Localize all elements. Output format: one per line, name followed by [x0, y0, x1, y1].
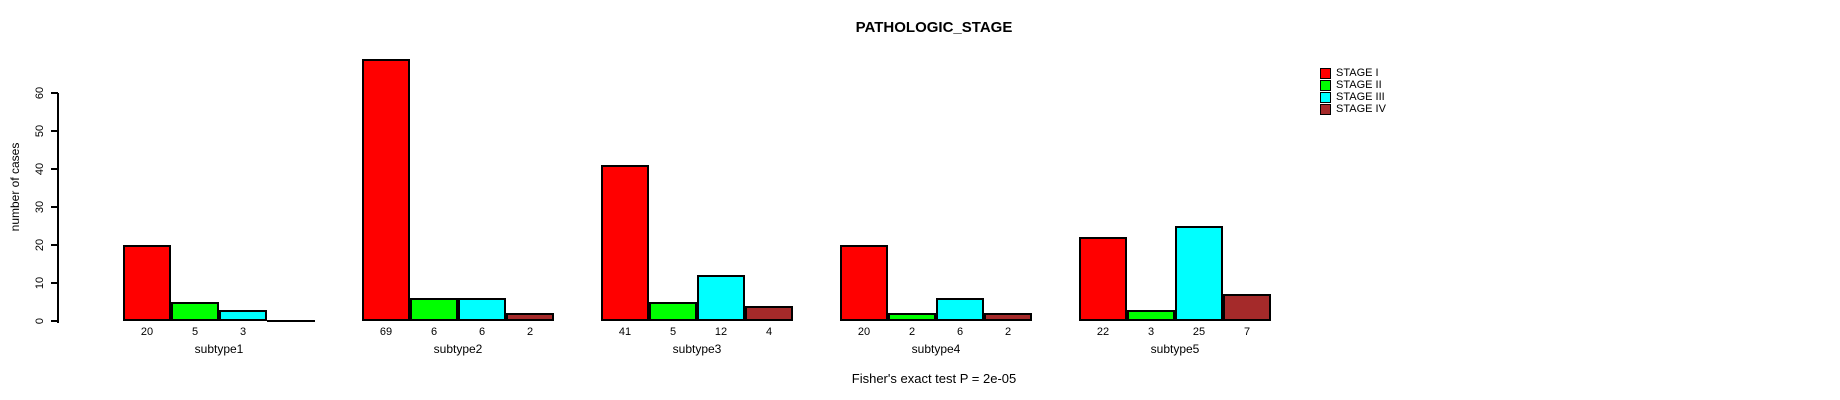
- bar-value-label: 22: [1096, 326, 1110, 338]
- bar-stage-iv-subtype1-zero: [267, 320, 315, 322]
- group-label-subtype2: subtype2: [433, 342, 483, 356]
- legend-swatch-icon: [1320, 91, 1331, 103]
- group-label-subtype1: subtype1: [194, 342, 244, 356]
- y-tick: [51, 320, 58, 322]
- bar-value-label: 2: [1004, 326, 1012, 338]
- bar-stage-iv-subtype5: [1223, 294, 1271, 321]
- bar-value-label: 2: [526, 326, 534, 338]
- bar-value-label: 5: [669, 326, 677, 338]
- group-label-subtype5: subtype5: [1150, 342, 1200, 356]
- y-tick-label: 10: [34, 276, 46, 290]
- bar-stage-i-subtype5: [1079, 237, 1127, 321]
- legend-label: STAGE I: [1336, 67, 1379, 79]
- bar-stage-ii-subtype5: [1127, 310, 1175, 321]
- bar-value-label: 20: [857, 326, 871, 338]
- bar-value-label: 5: [191, 326, 199, 338]
- group-label-subtype4: subtype4: [911, 342, 961, 356]
- y-tick: [51, 244, 58, 246]
- y-tick: [51, 130, 58, 132]
- bar-stage-ii-subtype4: [888, 313, 936, 321]
- legend-label: STAGE II: [1336, 79, 1382, 91]
- y-tick-label: 40: [34, 162, 46, 176]
- y-tick: [51, 206, 58, 208]
- bar-value-label: 69: [379, 326, 393, 338]
- y-tick-label: 50: [34, 124, 46, 138]
- y-tick-label: 30: [34, 200, 46, 214]
- bar-stage-iii-subtype1: [219, 310, 267, 321]
- bar-stage-iii-subtype3: [697, 275, 745, 321]
- bar-stage-i-subtype3: [601, 165, 649, 321]
- bar-stage-iii-subtype2: [458, 298, 506, 321]
- bar-stage-iv-subtype4: [984, 313, 1032, 321]
- y-tick-label: 20: [34, 238, 46, 252]
- bar-stage-iii-subtype5: [1175, 226, 1223, 321]
- bar-value-label: 3: [239, 326, 247, 338]
- bar-stage-iv-subtype2: [506, 313, 554, 321]
- chart-title: PATHOLOGIC_STAGE: [855, 19, 1013, 36]
- y-tick: [51, 92, 58, 94]
- bar-stage-iv-subtype3: [745, 306, 793, 321]
- bar-stage-iii-subtype4: [936, 298, 984, 321]
- legend-swatch-icon: [1320, 67, 1331, 79]
- legend-row: STAGE II: [1320, 79, 1386, 91]
- y-tick: [51, 282, 58, 284]
- legend-row: STAGE III: [1320, 91, 1386, 103]
- y-tick-label: 0: [34, 317, 46, 325]
- legend-row: STAGE IV: [1320, 103, 1386, 115]
- y-axis-line: [57, 93, 59, 323]
- bar-value-label: 25: [1192, 326, 1206, 338]
- bar-value-label: 6: [478, 326, 486, 338]
- bar-stage-i-subtype1: [123, 245, 171, 321]
- bar-stage-i-subtype2: [362, 59, 410, 321]
- bar-value-label: 3: [1147, 326, 1155, 338]
- y-tick-label: 60: [34, 86, 46, 100]
- y-tick: [51, 168, 58, 170]
- legend-label: STAGE IV: [1336, 103, 1386, 115]
- bar-value-label: 20: [140, 326, 154, 338]
- bar-stage-ii-subtype1: [171, 302, 219, 321]
- bar-stage-ii-subtype2: [410, 298, 458, 321]
- bar-value-label: 7: [1243, 326, 1251, 338]
- y-axis-label: number of cases: [8, 142, 22, 232]
- bar-stage-ii-subtype3: [649, 302, 697, 321]
- legend-swatch-icon: [1320, 79, 1331, 91]
- bar-stage-i-subtype4: [840, 245, 888, 321]
- legend-label: STAGE III: [1336, 91, 1385, 103]
- legend-swatch-icon: [1320, 103, 1331, 115]
- bar-value-label: 41: [618, 326, 632, 338]
- bar-value-label: 6: [430, 326, 438, 338]
- bar-value-label: 4: [765, 326, 773, 338]
- bar-value-label: 6: [956, 326, 964, 338]
- bar-value-label: 2: [908, 326, 916, 338]
- legend-row: STAGE I: [1320, 67, 1386, 79]
- legend: STAGE I STAGE II STAGE III STAGE IV: [1320, 67, 1386, 115]
- bar-value-label: 12: [714, 326, 728, 338]
- annotation-caption: Fisher's exact test P = 2e-05: [851, 371, 1017, 386]
- group-label-subtype3: subtype3: [672, 342, 722, 356]
